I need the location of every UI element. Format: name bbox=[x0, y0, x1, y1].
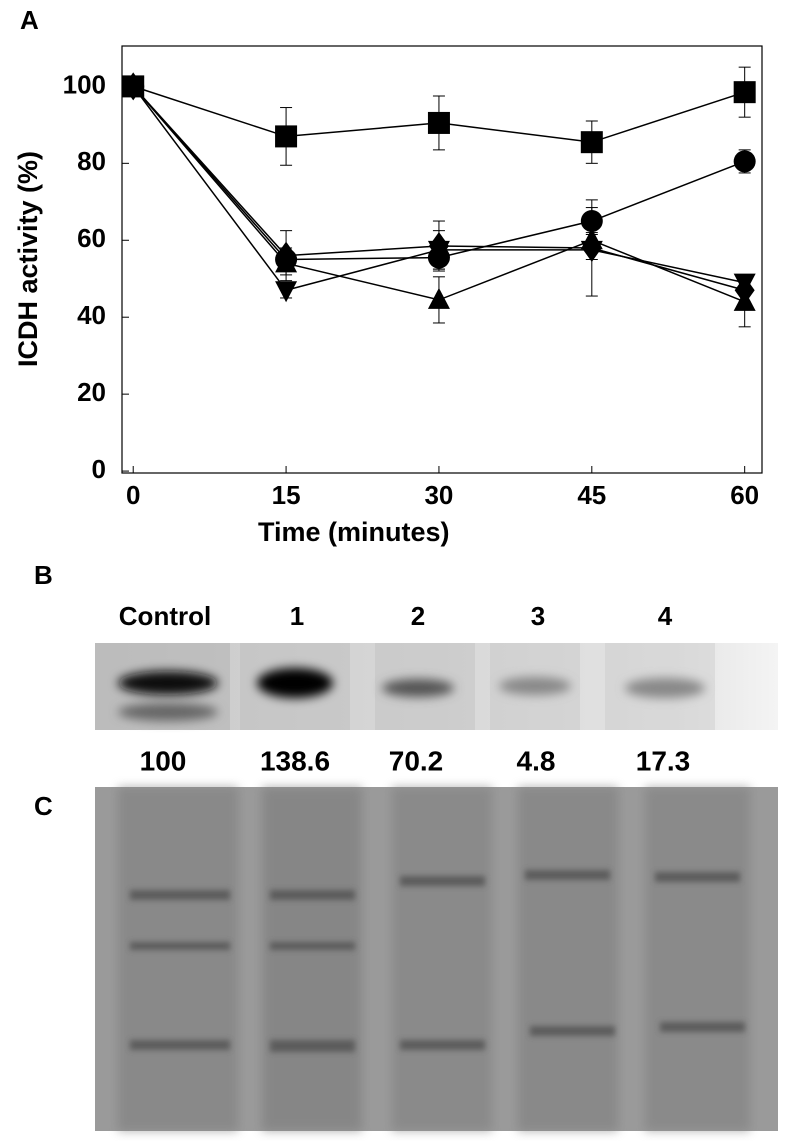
marker bbox=[275, 281, 298, 303]
gel-b bbox=[95, 643, 778, 730]
x-tick-label: 30 bbox=[424, 480, 453, 510]
panel-label: A bbox=[20, 5, 39, 35]
y-tick-label: 60 bbox=[77, 223, 106, 253]
x-tick-label: 0 bbox=[126, 480, 140, 510]
band bbox=[270, 890, 355, 900]
marker bbox=[122, 74, 145, 96]
lane-label: Control bbox=[119, 601, 211, 631]
x-axis-title: Time (minutes) bbox=[258, 517, 450, 547]
band bbox=[400, 1040, 485, 1050]
band bbox=[257, 668, 333, 698]
band bbox=[400, 876, 485, 886]
y-axis-title: ICDH activity (%) bbox=[13, 151, 43, 367]
band bbox=[660, 1022, 745, 1032]
marker bbox=[275, 125, 298, 148]
band bbox=[655, 872, 740, 882]
band-intensity: 138.6 bbox=[260, 745, 330, 776]
band bbox=[118, 703, 218, 721]
marker bbox=[733, 150, 756, 173]
band bbox=[525, 870, 610, 880]
marker bbox=[733, 81, 756, 104]
band bbox=[130, 890, 230, 900]
gel-lane bbox=[392, 787, 492, 1131]
marker bbox=[427, 287, 450, 309]
band bbox=[499, 677, 571, 695]
x-tick-label: 15 bbox=[272, 480, 301, 510]
y-tick-label: 80 bbox=[77, 146, 106, 176]
marker bbox=[580, 228, 603, 250]
marker bbox=[580, 131, 603, 154]
gel-c bbox=[95, 787, 778, 1131]
band bbox=[270, 942, 355, 950]
gel-lane bbox=[518, 787, 618, 1131]
x-tick-label: 60 bbox=[730, 480, 759, 510]
marker bbox=[427, 240, 450, 262]
gel-lane bbox=[645, 787, 750, 1131]
lane-label: 4 bbox=[658, 601, 673, 631]
band bbox=[270, 1040, 355, 1052]
band bbox=[130, 942, 230, 950]
gel-lane bbox=[118, 787, 238, 1131]
band bbox=[625, 678, 705, 698]
panel-label: B bbox=[34, 560, 53, 590]
plot: 0 20 40 60 80 100 0 15 30 45 60 bbox=[63, 45, 763, 510]
panel-label: C bbox=[34, 791, 53, 821]
gel-lane bbox=[262, 787, 362, 1131]
band-intensity: 100 bbox=[140, 745, 187, 776]
band-intensity: 4.8 bbox=[517, 745, 556, 776]
band bbox=[118, 671, 218, 695]
lane-label: 2 bbox=[411, 601, 425, 631]
y-tick-label: 100 bbox=[63, 69, 106, 99]
lane-label: 3 bbox=[531, 601, 545, 631]
lane-label: 1 bbox=[290, 601, 304, 631]
band-intensity: 70.2 bbox=[389, 745, 444, 776]
marker bbox=[733, 289, 756, 311]
band-intensity: 17.3 bbox=[636, 745, 691, 776]
y-tick-label: 40 bbox=[77, 300, 106, 330]
band bbox=[130, 1040, 230, 1050]
marker bbox=[427, 111, 450, 134]
y-tick-label: 20 bbox=[77, 377, 106, 407]
band bbox=[530, 1026, 615, 1036]
band bbox=[382, 679, 454, 697]
plot-frame bbox=[121, 45, 763, 474]
x-tick-label: 45 bbox=[577, 480, 606, 510]
y-tick-label: 0 bbox=[92, 454, 106, 484]
marker bbox=[275, 251, 298, 273]
